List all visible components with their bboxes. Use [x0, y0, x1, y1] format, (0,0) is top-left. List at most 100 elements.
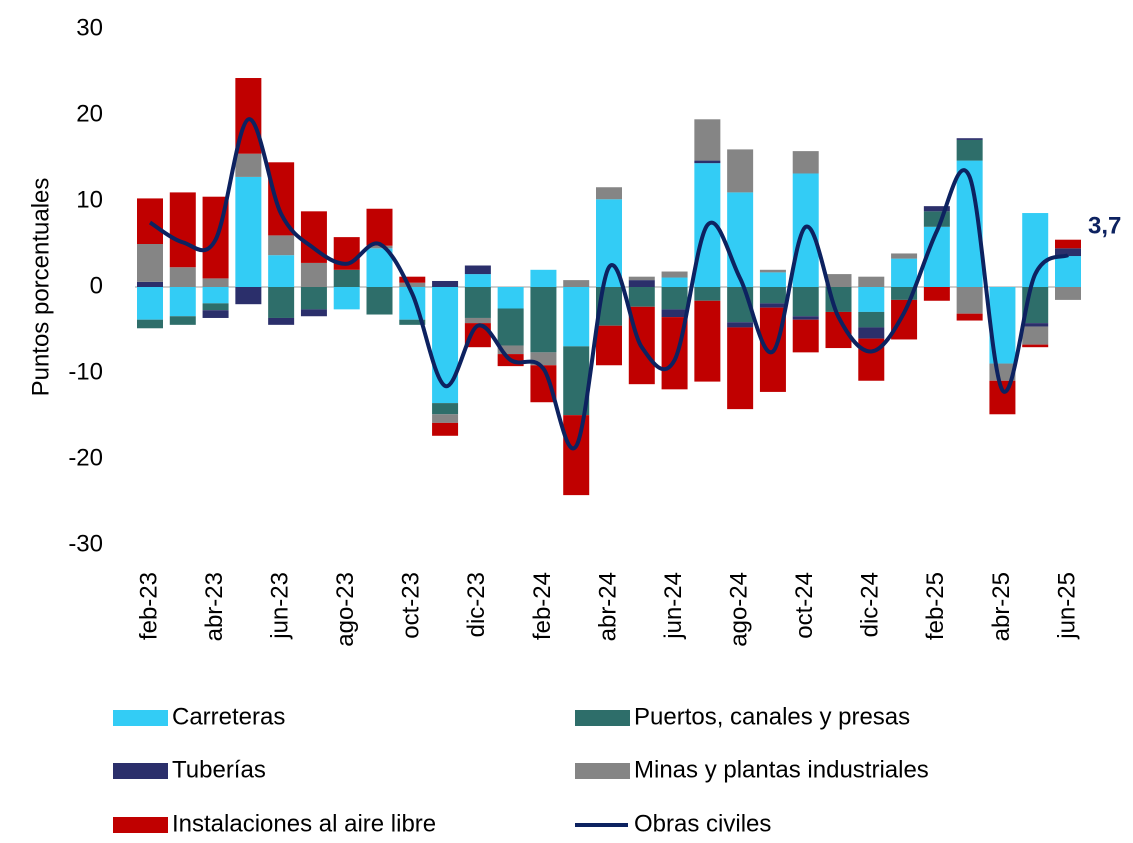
bar — [759, 269, 786, 273]
y-axis-label: Puntos porcentuales — [27, 178, 54, 397]
bar — [727, 322, 754, 328]
bar — [956, 313, 983, 321]
bar — [956, 138, 983, 140]
bar — [268, 255, 295, 287]
bar — [366, 208, 393, 246]
bar — [497, 308, 524, 346]
y-tick-label: -20 — [68, 444, 103, 471]
x-tick-label: ago-24 — [725, 572, 752, 647]
bar — [792, 316, 819, 320]
bar — [563, 287, 590, 347]
y-tick-label: -30 — [68, 530, 103, 557]
bar — [268, 287, 295, 318]
x-tick-label: ago-23 — [332, 572, 359, 647]
bar — [235, 153, 262, 177]
x-tick-label: oct-23 — [398, 572, 425, 639]
bar — [858, 311, 885, 328]
bar — [661, 309, 688, 318]
bar — [694, 287, 721, 301]
bar — [596, 187, 622, 200]
x-tick-label: dic-24 — [857, 572, 884, 637]
bar — [432, 414, 459, 423]
bar — [792, 287, 819, 317]
bar — [464, 287, 491, 318]
bar — [825, 274, 852, 287]
bar — [202, 278, 229, 287]
bar — [759, 272, 786, 287]
bar — [530, 287, 557, 353]
bar — [137, 244, 163, 282]
bar — [628, 280, 655, 287]
bar — [300, 262, 327, 287]
legend-label: Tuberías — [172, 756, 266, 783]
bar — [366, 245, 393, 249]
x-tick-label: jun-24 — [660, 572, 687, 640]
y-tick-label: 10 — [76, 186, 103, 213]
bar — [399, 276, 426, 283]
bar — [333, 287, 360, 310]
bar — [792, 173, 819, 287]
legend-label: Carreteras — [172, 703, 285, 730]
bar — [169, 316, 196, 325]
bar — [858, 327, 885, 339]
bar — [464, 317, 491, 324]
bar — [727, 192, 754, 287]
bar — [891, 299, 918, 340]
x-tick-label: feb-24 — [529, 572, 556, 640]
bar — [1055, 287, 1081, 300]
bar — [399, 319, 426, 325]
bar — [202, 287, 229, 304]
bar — [759, 303, 786, 308]
x-tick-label: dic-23 — [463, 572, 490, 637]
bar — [923, 211, 950, 227]
bar — [694, 160, 721, 164]
bar — [727, 327, 754, 410]
bar — [661, 287, 688, 310]
bar — [956, 287, 983, 314]
line — [148, 117, 1069, 451]
x-tick-label: jun-25 — [1053, 572, 1080, 640]
bar — [923, 287, 950, 301]
legend-swatch — [113, 817, 168, 833]
bar — [235, 287, 262, 305]
bar — [464, 265, 491, 275]
bar — [661, 271, 688, 278]
bar — [432, 403, 459, 415]
bar — [300, 309, 327, 317]
bar — [366, 287, 393, 315]
bar — [137, 281, 163, 287]
bar — [366, 248, 393, 287]
bar — [596, 325, 622, 366]
bar — [137, 319, 163, 329]
x-tick-label: abr-23 — [201, 572, 228, 641]
bar — [300, 287, 327, 310]
x-tick-label: oct-24 — [791, 572, 818, 639]
bar — [530, 269, 557, 287]
legend-swatch — [113, 763, 168, 779]
bar — [399, 282, 426, 287]
legend-swatch — [575, 763, 630, 779]
bar — [464, 274, 491, 287]
y-tick-label: -10 — [68, 358, 103, 385]
x-tick-label: abr-24 — [594, 572, 621, 641]
x-tick-label: feb-25 — [922, 572, 949, 640]
y-tick-label: 30 — [76, 14, 103, 41]
bar — [628, 287, 655, 307]
legend-label: Puertos, canales y presas — [634, 703, 910, 730]
bar — [268, 317, 295, 325]
x-tick-label: feb-23 — [135, 572, 162, 640]
bar — [432, 280, 459, 287]
legend-swatch — [113, 710, 168, 726]
bar — [694, 119, 721, 161]
bar — [563, 280, 590, 287]
bar — [1022, 344, 1049, 348]
x-tick-label: abr-25 — [988, 572, 1015, 641]
y-tick-label: 20 — [76, 100, 103, 127]
bar — [891, 253, 918, 259]
bar — [1055, 256, 1081, 287]
bar — [268, 235, 295, 256]
legend-swatch — [575, 710, 630, 726]
x-tick-label: jun-23 — [266, 572, 293, 640]
bar — [563, 415, 590, 496]
bar — [792, 319, 819, 353]
